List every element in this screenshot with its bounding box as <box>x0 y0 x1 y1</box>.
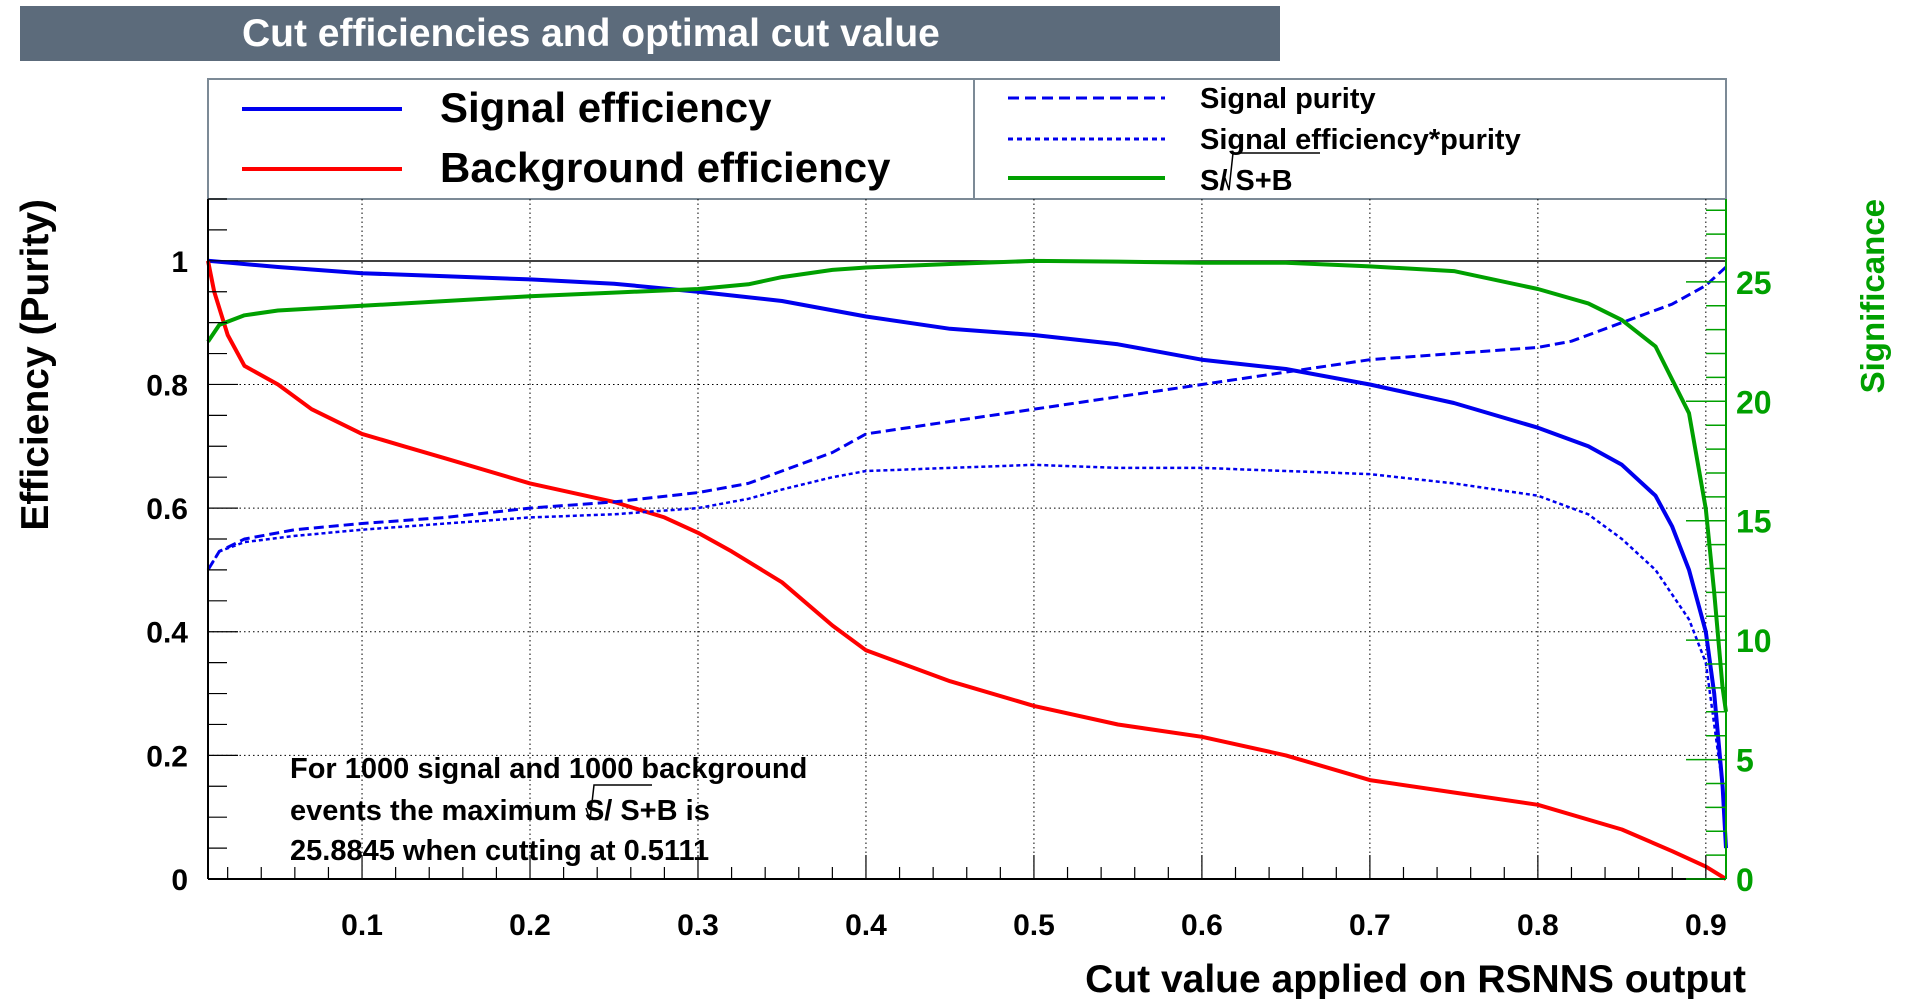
x-tick-label: 0.4 <box>845 909 887 942</box>
legend-label-significance-root: S+B <box>1235 165 1292 197</box>
legend-label-signal-efficiency: Signal efficiency <box>440 84 772 131</box>
x-tick-label: 0.2 <box>509 909 551 942</box>
series-line-signal-efficiency <box>207 258 1728 849</box>
series-line-signal-efficiency-purity <box>206 463 1728 849</box>
annotation-line-2: events the maximum S/S+B is <box>290 795 710 827</box>
x-axis-title: Cut value applied on RSNNS output <box>1085 958 1746 999</box>
y2-axis-title: Significance <box>1854 199 1891 393</box>
legend-label-signal-purity: Signal purity <box>1200 83 1376 115</box>
annotation-line-2-root: S+B <box>620 795 677 827</box>
annotation-sqrt-sign <box>585 784 652 821</box>
legend-sqrt-sign <box>1224 152 1320 191</box>
x-tick-label: 0.7 <box>1349 909 1391 942</box>
y-tick-label: 0.6 <box>146 493 188 526</box>
annotation-line-2-pre: events the maximum S/ <box>290 795 612 827</box>
y2-tick-label: 15 <box>1736 504 1772 540</box>
y2-tick-label: 25 <box>1736 265 1772 301</box>
chart-title: Cut efficiencies and optimal cut value <box>242 12 940 55</box>
y-tick-label: 0.8 <box>146 369 188 402</box>
grid <box>208 199 1726 879</box>
legend-label-significance-main: S/ <box>1200 165 1227 197</box>
y-tick-label: 0.4 <box>146 617 188 650</box>
y2-tick-label: 10 <box>1736 623 1772 659</box>
x-tick-label: 0.1 <box>341 909 383 942</box>
series-line-s-s-b <box>206 258 1728 713</box>
y2-tick-label: 0 <box>1736 862 1754 898</box>
x-tick-label: 0.6 <box>1181 909 1223 942</box>
x-tick-label: 0.3 <box>677 909 719 942</box>
legend-label-signal-efficiency-purity: Signal efficiency*purity <box>1200 124 1521 156</box>
legend-box <box>207 78 1727 200</box>
y2-tick-label: 5 <box>1736 743 1754 779</box>
x-tick-label: 0.5 <box>1013 909 1055 942</box>
y-tick-label: 0 <box>171 864 188 897</box>
chart-title-bar: Cut efficiencies and optimal cut value <box>20 6 1280 61</box>
axes: 0.1 0.2 0.3 0.4 0.5 0.6 0.7 0.8 0.9 0 0.2 0.4 0.6 0.8… <box>146 198 1772 942</box>
y-tick-label: 1 <box>171 246 188 279</box>
series-group <box>206 258 1728 881</box>
series-line-background-efficiency <box>206 260 1728 881</box>
series-line-signal-purity <box>206 265 1728 571</box>
annotation-line-2-post: is <box>678 795 710 827</box>
y-axis-title: Efficiency (Purity) <box>14 199 57 531</box>
x-tick-label: 0.8 <box>1517 909 1559 942</box>
x-tick-label: 0.9 <box>1685 909 1727 942</box>
annotation-line-3: 25.8845 when cutting at 0.5111 <box>290 835 709 867</box>
legend-label-significance: S/S+B <box>1200 165 1293 197</box>
y-tick-label: 0.2 <box>146 740 188 773</box>
annotation-line-1: For 1000 signal and 1000 background <box>290 753 807 785</box>
legend-label-background-efficiency: Background efficiency <box>440 144 891 191</box>
y2-tick-label: 20 <box>1736 384 1772 420</box>
